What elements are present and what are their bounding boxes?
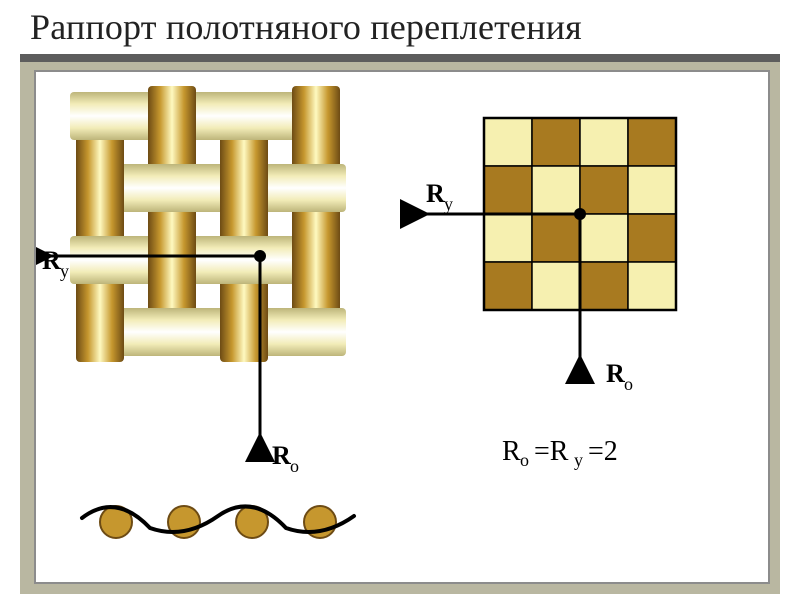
- svg-text:o: o: [624, 374, 633, 394]
- svg-text:o: o: [520, 450, 529, 470]
- page: Раппорт полотняного переплетения RyRoRyR…: [0, 0, 800, 600]
- weave-3d: RyRo: [42, 86, 346, 476]
- formula: Ro=Ry=2: [502, 436, 618, 470]
- svg-text:=R: =R: [534, 436, 569, 467]
- svg-text:R: R: [42, 246, 61, 275]
- svg-text:o: o: [290, 456, 299, 476]
- checker-grid: RyRo: [424, 118, 676, 394]
- svg-text:R: R: [272, 441, 291, 470]
- svg-text:y: y: [60, 261, 69, 281]
- svg-text:R: R: [426, 179, 445, 208]
- svg-text:R: R: [502, 436, 521, 467]
- svg-text:y: y: [444, 194, 453, 214]
- cross-section: [82, 506, 354, 538]
- svg-text:y: y: [574, 450, 583, 470]
- svg-text:R: R: [606, 359, 625, 388]
- svg-text:=2: =2: [588, 436, 618, 467]
- diagram-canvas: RyRoRyRoRo=Ry=2: [36, 72, 768, 582]
- content-area: RyRoRyRoRo=Ry=2: [34, 70, 770, 584]
- page-title: Раппорт полотняного переплетения: [30, 6, 582, 48]
- outer-frame: RyRoRyRoRo=Ry=2: [20, 54, 780, 594]
